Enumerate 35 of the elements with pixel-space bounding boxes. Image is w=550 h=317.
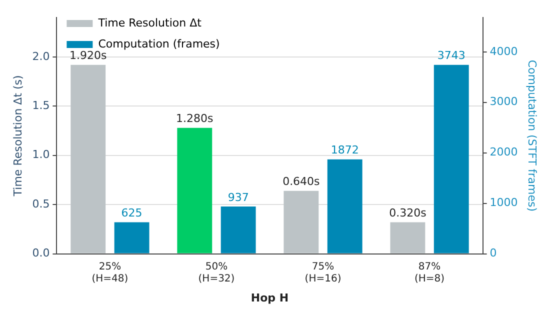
bar (70, 64, 106, 254)
bar (284, 190, 319, 254)
y-tick-label: 0.0 (32, 246, 50, 260)
bar (220, 206, 256, 254)
y2-tick-label: 2000 (490, 146, 518, 159)
y2-tick-label: 0 (490, 246, 497, 260)
y-tick-label: 1.0 (32, 148, 50, 162)
y-tick-label: 2.0 (32, 50, 50, 63)
y-axis-title: Time Resolution Δt (s) (11, 75, 24, 198)
bar (327, 159, 362, 254)
data-label: 3743 (437, 49, 466, 62)
bar (390, 222, 426, 254)
y2-tick-label: 3000 (490, 95, 518, 108)
y2-tick-label: 1000 (490, 196, 518, 210)
x-tick-label: 50% (H=32) (198, 261, 235, 284)
bar (177, 128, 212, 254)
y2-tick-label: 4000 (490, 44, 518, 58)
data-label: 937 (228, 190, 249, 204)
x-tick-label: 25% (H=48) (92, 261, 128, 284)
data-label: 0.640s (282, 175, 320, 188)
x-tick-label: 75% (H=16) (304, 261, 342, 284)
data-label: 0.320s (389, 206, 427, 220)
legend-label: Time Resolution Δt (97, 16, 202, 30)
x-axis-title: Hop H (250, 291, 289, 304)
data-label: 1872 (330, 144, 359, 157)
y-tick-label: 1.5 (32, 99, 50, 112)
bar (114, 222, 150, 254)
y2-axis-title: Computation (STFT frames) (526, 60, 539, 212)
bar (434, 64, 469, 254)
data-label: 625 (121, 206, 142, 220)
data-label: 1.280s (176, 112, 214, 126)
y-tick-label: 0.5 (32, 197, 50, 210)
data-label: 1.920s (70, 49, 107, 62)
x-tick-label: 87% (H=8) (414, 261, 445, 284)
legend-label: Computation (frames) (98, 37, 220, 50)
